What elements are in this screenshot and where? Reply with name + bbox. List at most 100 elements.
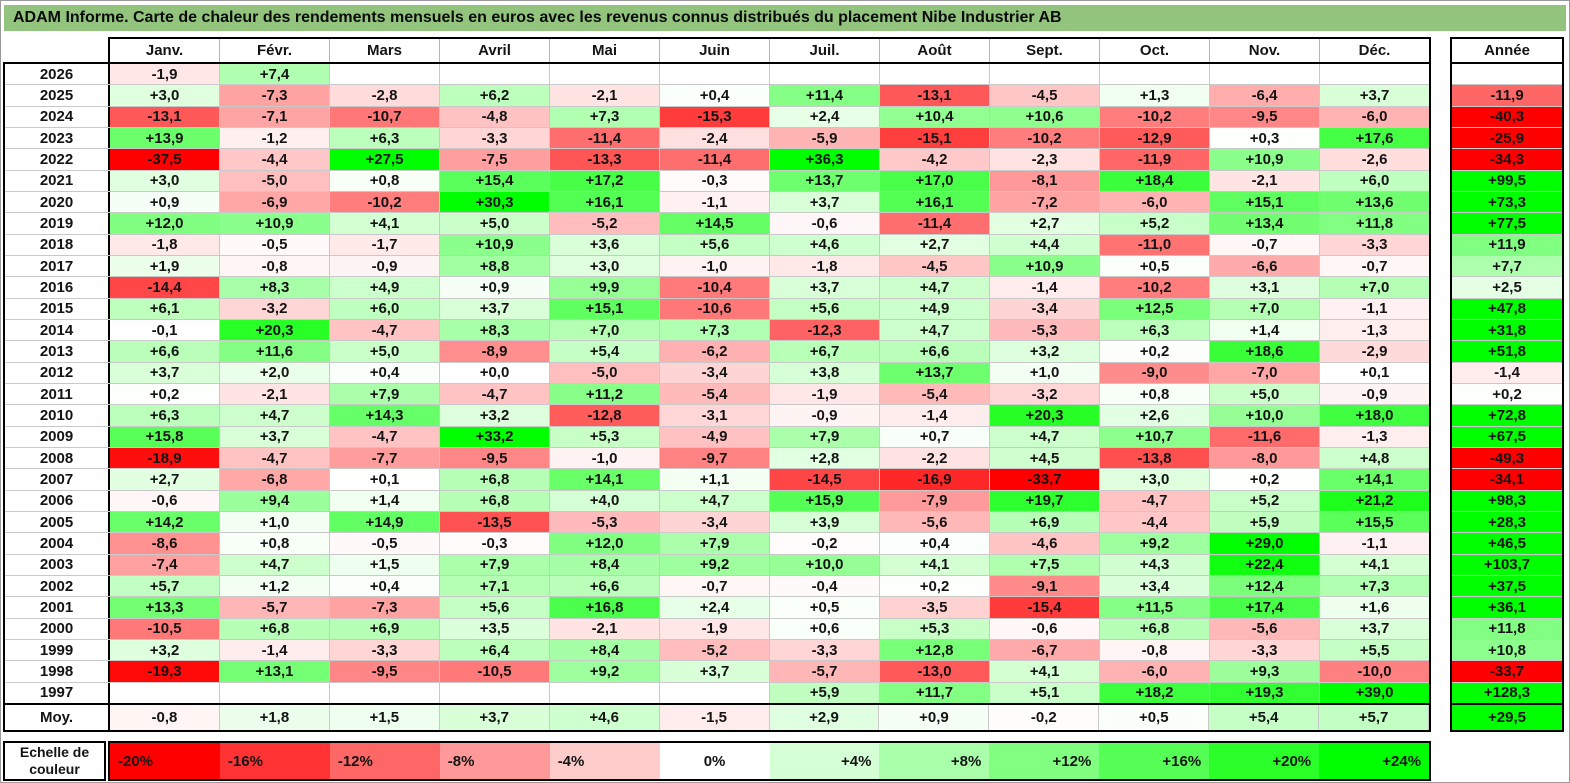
heatmap-cell <box>440 64 550 85</box>
heatmap-cell: -6,0 <box>1100 191 1210 213</box>
row-year-label: 1998 <box>5 661 110 682</box>
heatmap-cell: +5,2 <box>1210 490 1320 511</box>
row-year-label: 2021 <box>5 170 110 191</box>
row-year-label: 2009 <box>5 426 110 447</box>
table-row: 2021 +3,0 -5,0 +0,8 +15,4 +17,2 -0,3 +13,7 +17,0… <box>5 170 1429 192</box>
heatmap-cell: +19,7 <box>990 490 1100 511</box>
heatmap-cell: +7,3 <box>1320 575 1429 597</box>
table-row: 2017 +1,9 -0,8 -0,9 +8,8 +3,0 -1,0 -1,8 -4,5 +10,… <box>5 255 1429 278</box>
heatmap-cell: +0,4 <box>660 85 770 106</box>
annual-return-cell: +46,5 <box>1452 533 1562 555</box>
heatmap-cell: -5,6 <box>880 511 990 533</box>
heatmap-cell: +7,9 <box>660 533 770 554</box>
row-year-label: 2010 <box>5 405 110 426</box>
heatmap-cell: +10,7 <box>1100 426 1210 447</box>
heatmap-cell: +33,2 <box>440 426 550 447</box>
month-header-cell: Juin <box>660 39 770 62</box>
table-row: 2003 -7,4 +4,7 +1,5 +7,9 +8,4 +9,2 +10,0 +4,1 +7,… <box>5 554 1429 576</box>
heatmap-cell: +7,4 <box>220 64 330 85</box>
heatmap-cell: +3,2 <box>110 639 220 661</box>
heatmap-cell: +8,3 <box>440 319 550 341</box>
heatmap-cell: +13,1 <box>220 661 330 682</box>
heatmap-cell: +3,7 <box>439 705 550 730</box>
table-row: 2018 -1,8 -0,5 -1,7 +10,9 +3,6 +5,6 +4,6 +2,7 +4,… <box>5 234 1429 256</box>
heatmap-cell: +0,4 <box>330 362 440 383</box>
heatmap-cell: +5,0 <box>330 341 440 362</box>
heatmap-cell <box>1100 64 1210 85</box>
heatmap-cell: +10,9 <box>990 255 1100 277</box>
heatmap-cell: +5,0 <box>440 213 550 234</box>
heatmap-cell: +17,0 <box>880 170 990 191</box>
row-year-label: 2016 <box>5 277 110 298</box>
heatmap-cell: +2,7 <box>110 469 220 490</box>
heatmap-cell: -5,3 <box>990 319 1100 341</box>
heatmap-cell: -4,2 <box>880 149 990 170</box>
heatmap-cell: -2,1 <box>550 85 660 106</box>
heatmap-cell: +3,0 <box>550 255 660 277</box>
row-year-label: 2000 <box>5 618 110 639</box>
heatmap-cell: -1,3 <box>1320 319 1429 341</box>
heatmap-cell: -3,4 <box>660 511 770 533</box>
heatmap-cell: -13,5 <box>440 511 550 533</box>
heatmap-cell: +0,5 <box>1100 255 1210 277</box>
annual-return-cell: +11,8 <box>1452 618 1562 640</box>
heatmap-cell: -1,0 <box>660 255 770 277</box>
heatmap-cell: +4,9 <box>880 298 990 319</box>
heatmap-cell: +3,7 <box>770 191 880 213</box>
heatmap-cell <box>660 64 770 85</box>
annual-return-cell: +72,8 <box>1452 405 1562 427</box>
heatmap-cell: -10,2 <box>330 191 440 213</box>
annual-return-cell: +10,8 <box>1452 639 1562 662</box>
month-header-cell: Nov. <box>1210 39 1320 62</box>
heatmap-cell: -3,3 <box>770 639 880 661</box>
heatmap-cell: +0,9 <box>879 705 990 730</box>
annual-return-cell: -49,3 <box>1452 447 1562 470</box>
heatmap-cell: +16,1 <box>550 191 660 213</box>
heatmap-cell: -0,4 <box>770 575 880 597</box>
heatmap-cell: +6,9 <box>990 511 1100 533</box>
scale-step-cell: -20% <box>110 743 220 779</box>
heatmap-cell: +18,6 <box>1210 341 1320 362</box>
heatmap-cell: +0,9 <box>440 277 550 298</box>
heatmap-cell: +0,2 <box>880 575 990 597</box>
heatmap-cell: -13,1 <box>110 106 220 127</box>
heatmap-cell: +13,4 <box>1210 213 1320 234</box>
scale-step-cell: -4% <box>549 743 660 779</box>
row-year-label: 2011 <box>5 383 110 405</box>
heatmap-cell: +6,8 <box>1100 618 1210 639</box>
heatmap-cell: +0,1 <box>1320 362 1429 383</box>
heatmap-cell: -6,4 <box>1210 85 1320 106</box>
scale-step-cell: -16% <box>219 743 330 779</box>
row-year-label: 2018 <box>5 234 110 255</box>
table-row: 2008 -18,9 -4,7 -7,7 -9,5 -1,0 -9,7 +2,8 -2,2 +4,… <box>5 447 1429 470</box>
row-year-label: 2003 <box>5 554 110 575</box>
heatmap-cell: +3,1 <box>1210 277 1320 298</box>
heatmap-cell: -0,5 <box>220 234 330 255</box>
heatmap-cell: +30,3 <box>440 191 550 213</box>
heatmap-cell: +3,6 <box>550 234 660 255</box>
heatmap-cell: +2,7 <box>990 213 1100 234</box>
heatmap-cell: -1,9 <box>110 64 220 85</box>
heatmap-cell: +9,2 <box>550 661 660 682</box>
heatmap-cell: +12,5 <box>1100 298 1210 319</box>
row-year-label: 2005 <box>5 511 110 533</box>
heatmap-cell: +4,6 <box>770 234 880 255</box>
heatmap-cell: +14,1 <box>550 469 660 490</box>
heatmap-cell: -1,4 <box>220 639 330 661</box>
annual-return-cell <box>1452 64 1562 86</box>
heatmap-cell: +1,1 <box>660 469 770 490</box>
heatmap-cell: +15,1 <box>550 298 660 319</box>
heatmap-cell: +13,6 <box>1320 191 1429 213</box>
heatmap-cell: +8,4 <box>550 639 660 661</box>
heatmap-cell: +6,6 <box>880 341 990 362</box>
heatmap-cell: +11,6 <box>220 341 330 362</box>
heatmap-cell: +4,1 <box>330 213 440 234</box>
heatmap-cell: -2,1 <box>220 383 330 405</box>
heatmap-cell: -4,7 <box>330 426 440 447</box>
annual-return-cell: +0,2 <box>1452 383 1562 406</box>
heatmap-cell: -1,4 <box>990 277 1100 298</box>
row-year-label: 2002 <box>5 575 110 597</box>
heatmap-cell: -1,1 <box>660 191 770 213</box>
month-header-cell: Sept. <box>990 39 1100 62</box>
heatmap-cell: -13,8 <box>1100 447 1210 469</box>
